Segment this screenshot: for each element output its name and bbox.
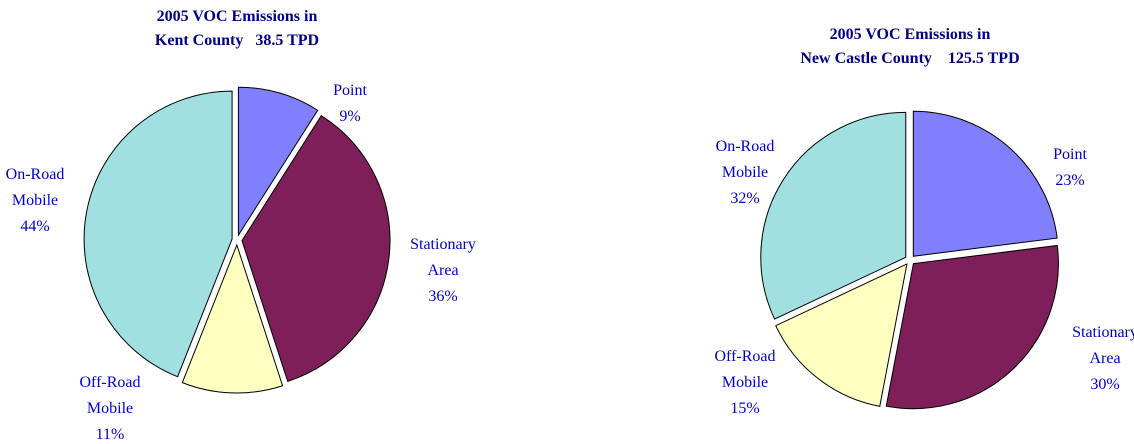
value-label: 23% (1055, 172, 1085, 189)
category-label: Stationary Area (410, 236, 476, 279)
value-label: 15% (730, 400, 760, 417)
pie-slice (83, 90, 233, 378)
category-label: Stationary Area (1072, 324, 1134, 367)
pie-slice (912, 110, 1058, 257)
category-label: On-Road Mobile (715, 138, 775, 181)
value-label: 9% (339, 108, 361, 125)
pie-slice (885, 244, 1059, 410)
pie-slice (760, 111, 907, 320)
category-label: Off-Road Mobile (79, 374, 141, 417)
slice-label: Point 23% (1025, 142, 1115, 194)
slice-label: On-Road Mobile 44% (0, 162, 80, 240)
slice-label: Point 9% (305, 78, 395, 130)
value-label: 44% (20, 218, 50, 235)
slice-label: On-Road Mobile 32% (700, 134, 790, 212)
pie-slice (181, 243, 284, 394)
slice-label: Off-Road Mobile 11% (65, 370, 155, 444)
value-label: 36% (428, 288, 458, 305)
category-label: On-Road Mobile (5, 166, 65, 209)
value-label: 32% (730, 190, 760, 207)
slice-label: Stationary Area 30% (1060, 320, 1134, 398)
value-label: 30% (1090, 376, 1120, 393)
chart-title: 2005 VOC Emissions in (829, 26, 991, 43)
chart-title: Kent County 38.5 TPD (154, 32, 320, 49)
category-label: Off-Road Mobile (714, 348, 776, 391)
category-label: Point (333, 82, 367, 99)
pie-slice (241, 114, 391, 383)
pie-slice (775, 263, 908, 407)
slice-label: Off-Road Mobile 15% (700, 344, 790, 422)
chart-title: 2005 VOC Emissions in (156, 8, 318, 25)
slice-label: Stationary Area 36% (398, 232, 488, 310)
category-label: Point (1053, 146, 1087, 163)
pie-slice (237, 86, 319, 237)
chart-title: New Castle County 125.5 TPD (800, 50, 1020, 67)
value-label: 11% (95, 426, 125, 443)
